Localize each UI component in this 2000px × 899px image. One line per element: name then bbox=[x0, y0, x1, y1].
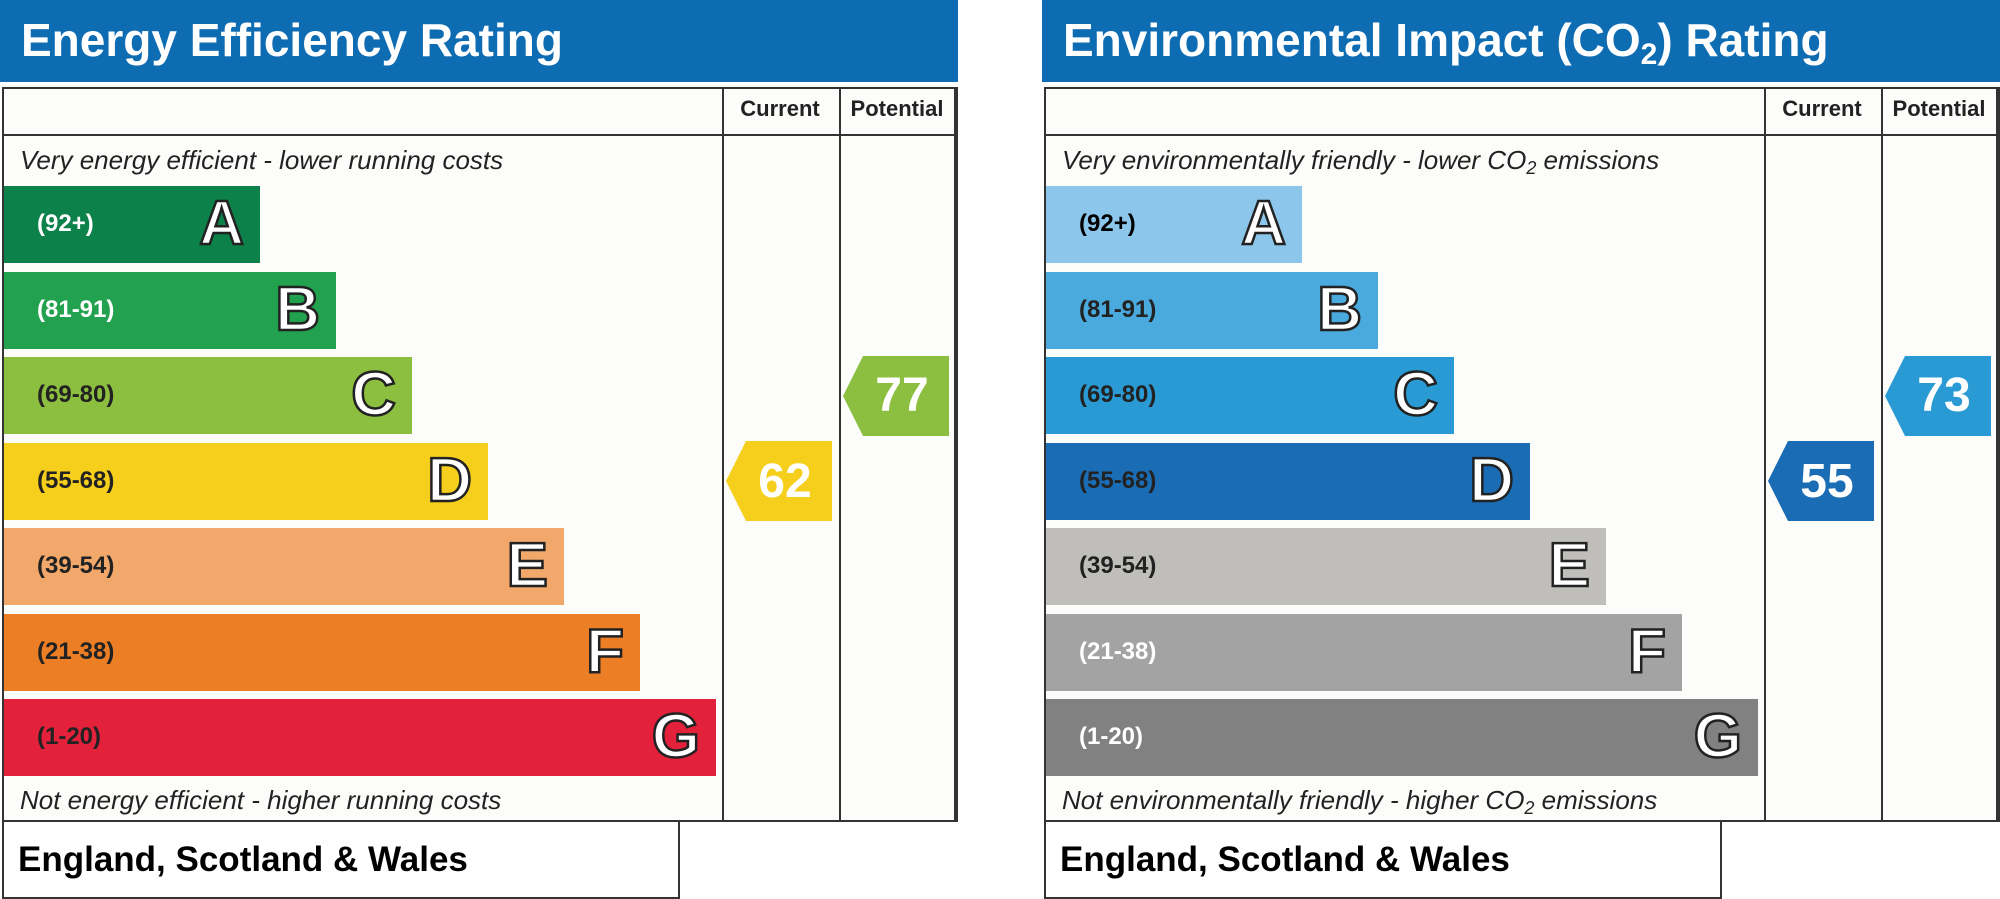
column-divider bbox=[722, 87, 724, 822]
energy-efficiency-chart: Energy Efficiency Rating Current Potenti… bbox=[0, 0, 960, 899]
band-letter: D bbox=[426, 445, 473, 515]
footer: England, Scotland & Wales bbox=[1044, 822, 1722, 899]
chart-title-subscript: 2 bbox=[1640, 38, 1658, 71]
band-letter: G bbox=[1693, 702, 1744, 771]
band-letter: C bbox=[350, 360, 397, 429]
band-letter: B bbox=[1316, 274, 1363, 344]
chart-title-bar: Energy Efficiency Rating bbox=[0, 0, 958, 82]
bottom-caption-main: Not environmentally friendly - higher CO bbox=[1062, 785, 1525, 815]
footer-label: England, Scotland & Wales bbox=[1060, 840, 1510, 879]
chart-title-bar: Environmental Impact (CO2) Rating bbox=[1042, 0, 2000, 82]
band-range-label: (1-20) bbox=[37, 723, 102, 750]
rating-band-f: (21-38) F bbox=[1046, 613, 1682, 691]
rating-band-f: (21-38) F bbox=[4, 613, 640, 691]
potential-arrow-shape bbox=[1885, 355, 1991, 436]
column-divider bbox=[956, 87, 958, 822]
rating-band-g: (1-20) G bbox=[1046, 699, 1758, 776]
bottom-caption: Not energy efficient - higher running co… bbox=[20, 785, 502, 815]
potential-column-header: Potential bbox=[850, 96, 944, 121]
top-caption: Very environmentally friendly - lower CO… bbox=[1062, 145, 1660, 178]
column-divider bbox=[1764, 87, 1766, 822]
current-column-header: Current bbox=[1782, 96, 1862, 121]
band-letter: A bbox=[1240, 189, 1287, 258]
chart-title: Environmental Impact (CO2) Rating bbox=[1063, 12, 1829, 71]
band-range-label: (81-91) bbox=[37, 295, 115, 323]
top-caption-main: Very environmentally friendly - lower CO bbox=[1062, 145, 1527, 175]
chart-title: Energy Efficiency Rating bbox=[21, 14, 563, 66]
top-caption-end: emissions bbox=[1536, 145, 1660, 175]
current-rating-arrow: 55 bbox=[1768, 441, 1874, 521]
rating-band-a: (92+) A bbox=[4, 186, 260, 263]
band-range-label: (92+) bbox=[1079, 210, 1136, 237]
band-range-label: (69-80) bbox=[37, 381, 115, 408]
rating-band-b: (81-91) B bbox=[1046, 271, 1378, 349]
band-range-label: (55-68) bbox=[37, 466, 115, 494]
band-letter: F bbox=[585, 616, 625, 686]
potential-rating-value: 73 bbox=[1917, 369, 1971, 422]
rating-band-a: (92+) A bbox=[1046, 186, 1302, 263]
environmental-impact-chart: Environmental Impact (CO2) Rating Curren… bbox=[1042, 0, 2000, 899]
chart-title-end: ) Rating bbox=[1657, 14, 1829, 66]
rating-band-c: (69-80) C bbox=[1046, 357, 1454, 434]
band-range-label: (21-38) bbox=[1079, 637, 1157, 665]
rating-band-g: (1-20) G bbox=[4, 699, 716, 776]
band-range-label: (21-38) bbox=[37, 637, 115, 665]
column-divider bbox=[839, 87, 841, 822]
band-letter: E bbox=[505, 531, 549, 600]
band-letter: A bbox=[198, 189, 245, 258]
potential-rating-arrow: 73 bbox=[1885, 355, 1991, 436]
band-letter: E bbox=[1547, 531, 1591, 600]
column-divider bbox=[1881, 87, 1883, 822]
rating-band-d: (55-68) D bbox=[1046, 442, 1530, 520]
current-rating-value: 55 bbox=[1800, 454, 1854, 508]
band-range-label: (39-54) bbox=[37, 552, 115, 579]
current-rating-arrow: 62 bbox=[726, 441, 832, 521]
band-letter: C bbox=[1392, 360, 1439, 429]
band-letter: F bbox=[1627, 616, 1667, 686]
band-range-label: (1-20) bbox=[1079, 723, 1144, 750]
current-arrow-shape bbox=[1768, 441, 1874, 521]
band-range-label: (55-68) bbox=[1079, 466, 1157, 494]
bottom-caption-subscript: 2 bbox=[1524, 798, 1535, 818]
potential-column-header: Potential bbox=[1892, 96, 1986, 121]
rating-band-c: (69-80) C bbox=[4, 357, 412, 434]
current-arrow-shape bbox=[726, 441, 832, 521]
current-column-header: Current bbox=[740, 96, 820, 121]
band-letter: D bbox=[1468, 445, 1515, 515]
rating-band-d: (55-68) D bbox=[4, 442, 488, 520]
footer-label: England, Scotland & Wales bbox=[18, 840, 468, 879]
rating-band-e: (39-54) E bbox=[1046, 528, 1606, 605]
top-caption: Very energy efficient - lower running co… bbox=[20, 145, 504, 175]
top-caption-subscript: 2 bbox=[1526, 158, 1537, 178]
rating-band-b: (81-91) B bbox=[4, 271, 336, 349]
bottom-caption-end: emissions bbox=[1534, 785, 1658, 815]
current-rating-value: 62 bbox=[758, 454, 812, 508]
header-divider bbox=[2, 134, 958, 136]
potential-arrow-shape bbox=[843, 355, 949, 436]
band-letter: G bbox=[651, 702, 702, 771]
potential-rating-arrow: 77 bbox=[843, 355, 949, 436]
chart-title-main: Environmental Impact (CO bbox=[1063, 14, 1641, 66]
band-range-label: (92+) bbox=[37, 210, 94, 237]
bottom-caption: Not environmentally friendly - higher CO… bbox=[1062, 785, 1658, 818]
band-range-label: (81-91) bbox=[1079, 295, 1157, 323]
footer: England, Scotland & Wales bbox=[2, 822, 680, 899]
potential-rating-value: 77 bbox=[875, 369, 929, 422]
band-letter: B bbox=[274, 274, 321, 344]
band-range-label: (69-80) bbox=[1079, 381, 1157, 408]
band-range-label: (39-54) bbox=[1079, 552, 1157, 579]
header-divider bbox=[1044, 134, 2000, 136]
rating-band-e: (39-54) E bbox=[4, 528, 564, 605]
column-divider bbox=[1998, 87, 2000, 822]
